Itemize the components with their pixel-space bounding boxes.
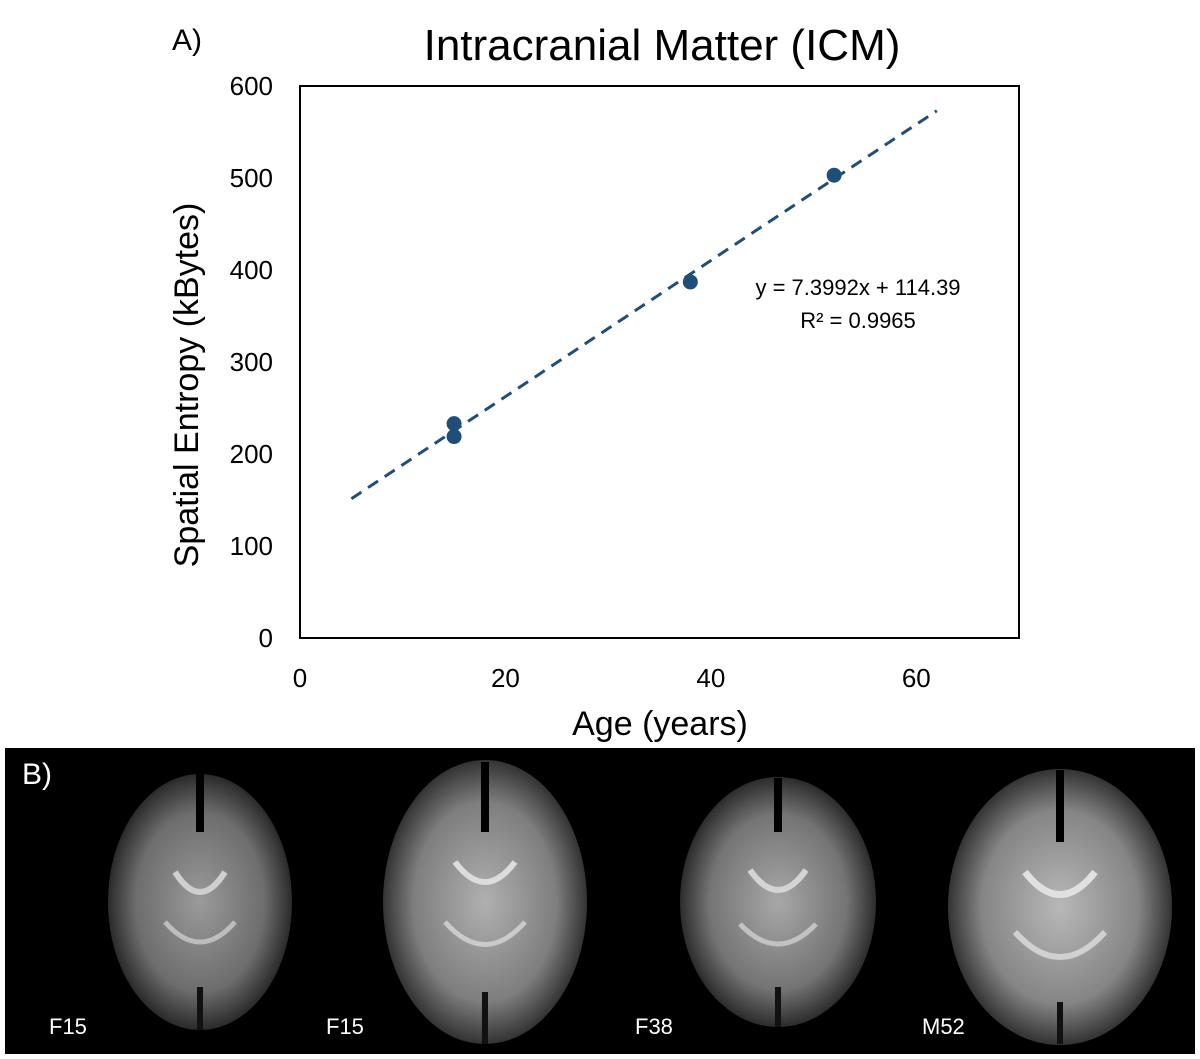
y-axis-title: Spatial Entropy (kBytes) xyxy=(168,203,206,568)
brain-scan-1: F15 xyxy=(49,752,345,1052)
x-tick-labels: 0 20 40 60 xyxy=(293,663,931,693)
data-point xyxy=(446,429,462,445)
chart-title: Intracranial Matter (ICM) xyxy=(424,21,901,70)
brain-image-2 xyxy=(383,760,587,1044)
brain-scan-2: F15 xyxy=(326,752,630,1052)
y-tick-label: 300 xyxy=(230,347,273,377)
y-tick-label: 600 xyxy=(230,71,273,101)
trendline-equation: y = 7.3992x + 114.39 xyxy=(755,275,960,300)
data-point xyxy=(682,274,698,290)
x-tick-label: 60 xyxy=(902,663,931,693)
panel-a-label: A) xyxy=(172,24,202,57)
scan-caption-2: F15 xyxy=(326,1014,364,1039)
brain-scan-3: F38 xyxy=(635,752,928,1052)
brain-image-3 xyxy=(680,777,876,1027)
x-tick-label: 20 xyxy=(491,663,520,693)
trendline-r-squared: R² = 0.9965 xyxy=(800,308,916,333)
brain-scan-4: M52 xyxy=(922,752,1195,1052)
brain-image-4 xyxy=(948,769,1172,1045)
data-point xyxy=(446,416,462,432)
plot-area xyxy=(299,85,1020,639)
brain-image-1 xyxy=(108,774,292,1030)
panel-b-label: B) xyxy=(22,758,52,791)
x-tick-label: 40 xyxy=(696,663,725,693)
x-tick-label: 0 xyxy=(293,663,307,693)
chart: A) Intracranial Matter (ICM) 01002003004… xyxy=(168,21,1020,743)
scan-caption-1: F15 xyxy=(49,1014,87,1039)
y-tick-label: 400 xyxy=(230,255,273,285)
data-point xyxy=(826,167,842,183)
y-tick-label: 500 xyxy=(230,163,273,193)
y-tick-labels: 0 100 200 300 400 500 600 xyxy=(230,71,273,653)
y-tick-label: 0 xyxy=(259,623,273,653)
scan-caption-3: F38 xyxy=(635,1014,673,1039)
data-points xyxy=(446,167,842,445)
x-axis-title: Age (years) xyxy=(572,705,748,743)
y-tick-label: 100 xyxy=(230,531,273,561)
brain-scan-panel: B) F15 xyxy=(5,748,1195,1054)
scan-caption-4: M52 xyxy=(922,1014,965,1039)
y-tick-label: 200 xyxy=(230,439,273,469)
